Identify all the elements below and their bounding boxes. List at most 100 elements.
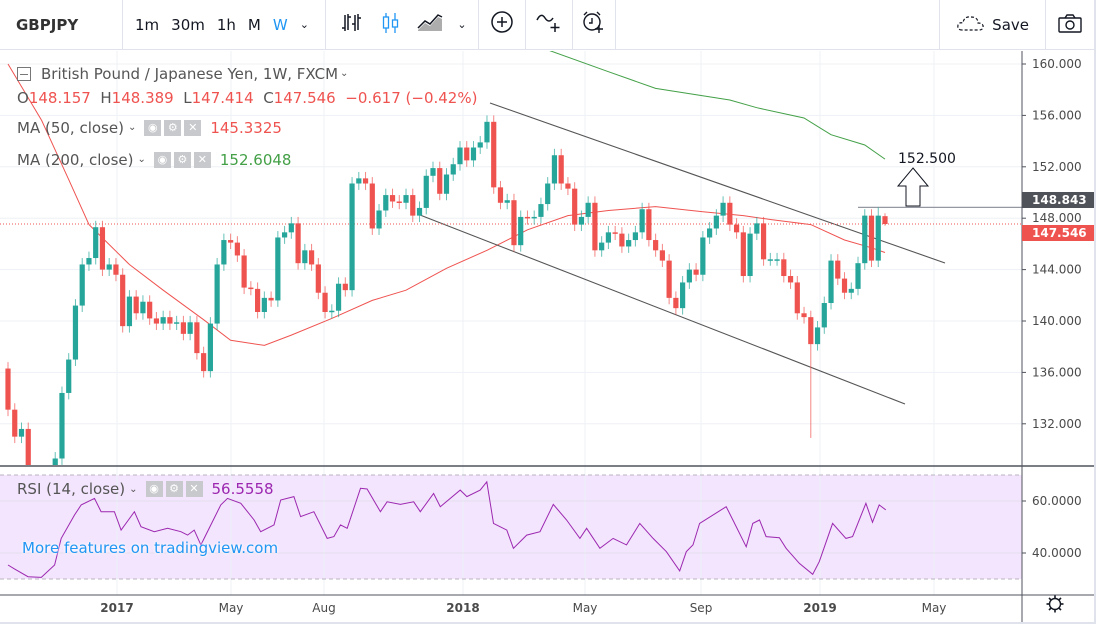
ma50-value: 145.3325 [210,118,282,137]
symbol-search[interactable]: GBPJPY [0,0,123,49]
collapse-legend-button[interactable] [17,67,31,81]
eye-icon[interactable]: ◉ [153,152,171,168]
candle [86,251,92,271]
candle [396,195,402,210]
time-tick-label: Sep [690,601,713,615]
candle-body [126,296,133,327]
candle [491,115,497,194]
gear-icon[interactable]: ⚙ [164,120,182,136]
candle-body [531,216,537,219]
candle [754,216,760,241]
candle [848,282,854,300]
candle [66,353,72,400]
candle [133,290,139,320]
candle-body [578,216,585,225]
candle-body [443,174,450,194]
candle-body [423,175,429,208]
time-tick-label: 2018 [446,601,479,615]
candle-body [882,216,888,225]
chevron-down-icon[interactable]: ⌄ [340,68,349,79]
interval-1h[interactable]: 1h [216,15,236,34]
chevron-down-icon[interactable]: ⌄ [299,18,309,31]
candle [248,281,254,296]
candlestick-icon[interactable] [370,11,410,38]
candle-body [93,227,99,259]
close-value: 147.546 [273,88,336,107]
candle [214,258,220,330]
candle [673,291,679,315]
candle [814,321,821,351]
interval-1m[interactable]: 1m [135,15,160,34]
candle [855,256,861,296]
candle-body [740,232,746,277]
area-chart-icon[interactable] [410,11,450,38]
time-tick-label: Aug [312,601,335,615]
candle-body [288,223,294,233]
high-label: H [100,88,112,107]
candle-body [828,260,834,304]
series-title[interactable]: British Pound / Japanese Yen, 1W, FXCM [41,64,339,83]
candle [437,161,443,201]
candle-body [518,216,524,246]
candle-body [66,359,72,393]
save-button[interactable]: Save [940,0,1046,49]
eye-icon[interactable]: ◉ [145,481,163,497]
ma50-legend[interactable]: MA (50, close) ⌄ ◉ ⚙ ✕ 145.3325 [17,116,477,140]
rsi-value: 56.5558 [211,480,274,498]
candle [619,227,625,253]
gear-icon[interactable]: ⚙ [173,152,191,168]
candle [167,310,173,330]
candle-body [174,322,180,324]
rsi-label: RSI (14, close) [17,480,126,498]
candle [551,148,558,190]
candle-body [416,207,423,216]
candle [497,180,504,210]
candle-body [403,195,409,203]
candle [329,304,335,319]
candle [565,177,571,196]
rsi-legend[interactable]: RSI (14, close) ⌄ ◉ ⚙ ✕ 56.5558 [17,480,274,498]
snapshot-button[interactable] [1046,0,1094,49]
price-tick-label: 160.000 [1032,57,1082,71]
chevron-down-icon[interactable]: ⌄ [137,154,146,165]
bar-chart-icon[interactable] [330,11,370,38]
close-icon[interactable]: ✕ [193,152,211,168]
candle-body [329,310,335,313]
candle-body [801,313,807,318]
gear-icon[interactable] [1046,595,1064,613]
candle-body [410,195,416,216]
chevron-down-icon[interactable]: ⌄ [127,122,137,133]
candle-body [349,183,355,291]
indicator-add-icon[interactable] [526,10,572,39]
alarm-add-icon[interactable] [573,9,615,40]
camera-icon [1057,12,1083,38]
arrow-up-icon [896,167,930,207]
price-tick-label: 152.000 [1032,160,1082,174]
eye-icon[interactable]: ◉ [144,120,162,136]
candle-body [855,263,861,289]
candle-body [659,250,665,261]
candle [612,225,618,241]
close-icon[interactable]: ✕ [184,120,202,136]
interval-month[interactable]: M [247,15,261,34]
chevron-down-icon[interactable]: ⌄ [457,18,467,31]
add-circle-icon[interactable] [479,10,525,39]
candle [605,225,612,250]
interval-30m[interactable]: 30m [171,15,205,34]
candle [713,209,719,235]
candle [693,263,699,282]
candle [281,225,288,244]
candle [484,115,490,149]
candle [835,254,841,286]
cloud-icon [956,13,986,37]
gear-icon[interactable]: ⚙ [165,481,183,497]
chevron-down-icon[interactable]: ⌄ [129,483,138,495]
tradingview-promo-link[interactable]: More features on tradingview.com [22,539,279,557]
interval-week[interactable]: W [272,15,288,34]
close-icon[interactable]: ✕ [185,481,203,497]
candle-body [12,409,18,437]
ma200-legend[interactable]: MA (200, close) ⌄ ◉ ⚙ ✕ 152.6048 [17,148,477,172]
candle [504,193,510,210]
